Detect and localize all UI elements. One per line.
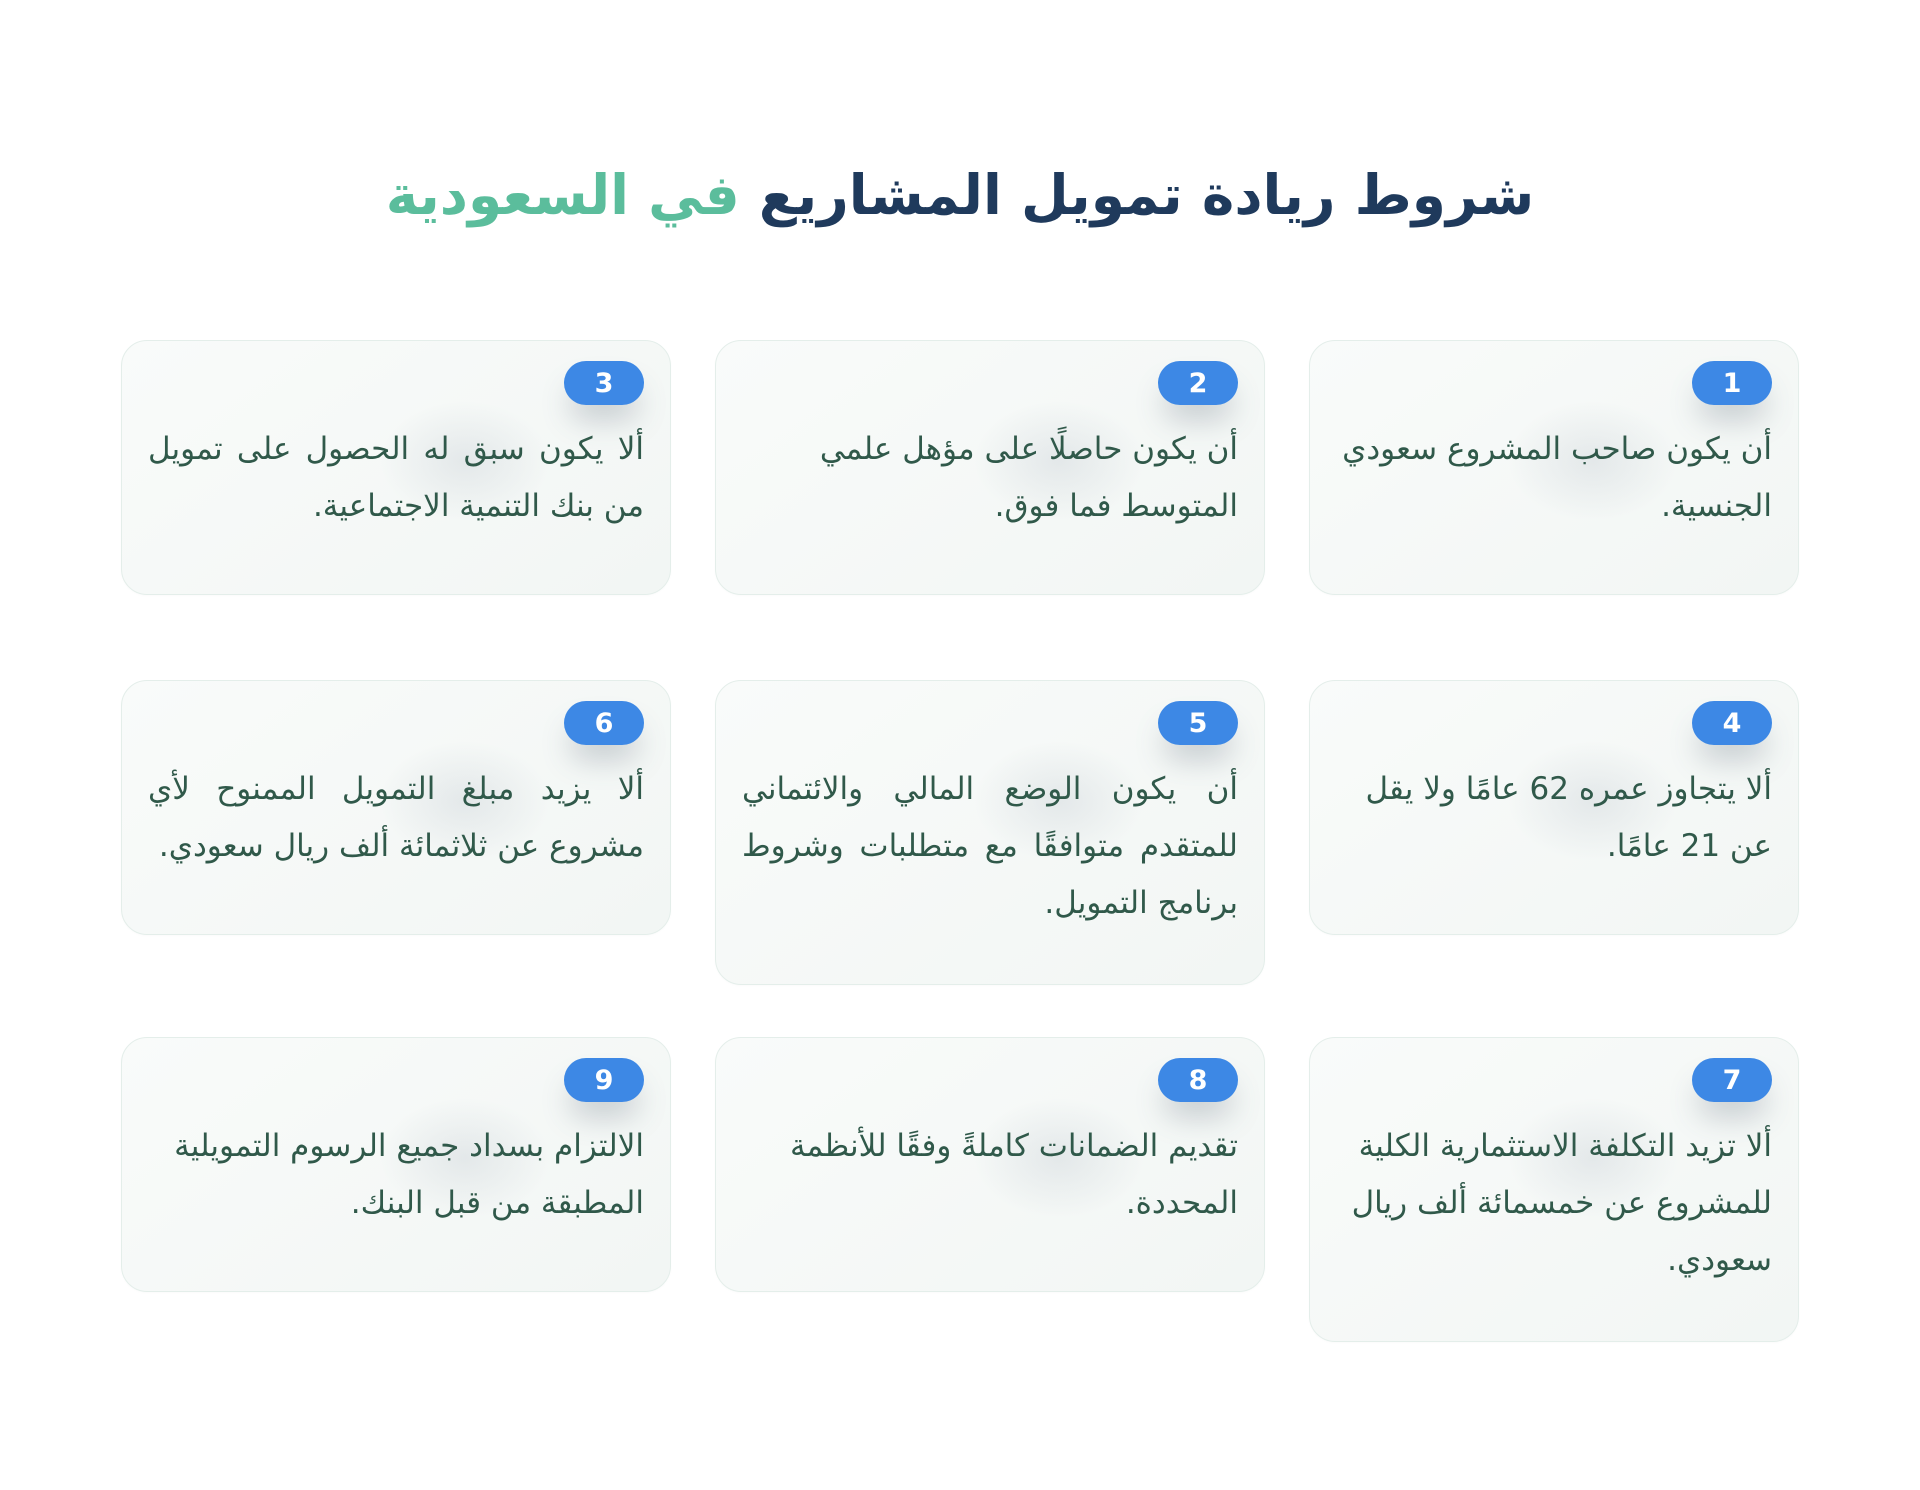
title-main: شروط ريادة تمويل المشاريع — [758, 163, 1535, 227]
requirement-card-6: 6 ألا يزيد مبلغ التمويل الممنوح لأي مشروع… — [121, 680, 671, 936]
requirement-card-7: 7 ألا تزيد التكلفة الاستثمارية الكلية للم… — [1309, 1037, 1799, 1343]
requirements-grid: 1 أن يكون صاحب المشروع سعودي الجنسية. 2 أن … — [121, 340, 1799, 1343]
requirement-card-2: 2 أن يكون حاصلًا على مؤهل علمي المتوسط فم… — [715, 340, 1265, 596]
requirement-text: أن يكون صاحب المشروع سعودي الجنسية. — [1342, 431, 1772, 525]
step-number-badge: 9 — [564, 1058, 644, 1103]
requirement-text: تقديم الضمانات كاملةً وفقًا للأنظمة المح… — [790, 1128, 1238, 1222]
requirement-card-9: 9 الالتزام بسداد جميع الرسوم التمويلية ال… — [121, 1037, 671, 1293]
requirement-card-4: 4 ألا يتجاوز عمره 62 عامًا ولا يقل عن 21 … — [1309, 680, 1799, 936]
step-number-badge: 3 — [564, 361, 644, 406]
requirement-card-3: 3 ألا يكون سبق له الحصول على تمويل من بنك… — [121, 340, 671, 596]
requirement-card-8: 8 تقديم الضمانات كاملةً وفقًا للأنظمة الم… — [715, 1037, 1265, 1293]
step-number-badge: 6 — [564, 701, 644, 746]
step-number-badge: 5 — [1158, 701, 1238, 746]
requirement-text: الالتزام بسداد جميع الرسوم التمويلية الم… — [174, 1128, 644, 1222]
step-number-badge: 8 — [1158, 1058, 1238, 1103]
requirements-row: 4 ألا يتجاوز عمره 62 عامًا ولا يقل عن 21 … — [121, 680, 1799, 986]
step-number-badge: 7 — [1692, 1058, 1772, 1103]
requirements-row: 1 أن يكون صاحب المشروع سعودي الجنسية. 2 أن … — [121, 340, 1799, 596]
requirement-card-5: 5 أن يكون الوضع المالي والائتماني للمتقدم… — [715, 680, 1265, 986]
step-number-badge: 1 — [1692, 361, 1772, 406]
page-title: شروط ريادة تمويل المشاريع في السعودية — [0, 158, 1920, 232]
requirement-text: ألا يتجاوز عمره 62 عامًا ولا يقل عن 21 ع… — [1365, 771, 1772, 865]
requirement-text: أن يكون حاصلًا على مؤهل علمي المتوسط فما… — [819, 431, 1238, 525]
requirement-text: ألا يزيد مبلغ التمويل الممنوح لأي مشروع … — [148, 771, 644, 865]
requirement-card-1: 1 أن يكون صاحب المشروع سعودي الجنسية. — [1309, 340, 1799, 596]
step-number-badge: 4 — [1692, 701, 1772, 746]
requirement-text: أن يكون الوضع المالي والائتماني للمتقدم … — [742, 771, 1238, 922]
requirements-row: 7 ألا تزيد التكلفة الاستثمارية الكلية للم… — [121, 1037, 1799, 1343]
title-highlight: في السعودية — [385, 163, 740, 227]
requirement-text: ألا يكون سبق له الحصول على تمويل من بنك … — [148, 431, 644, 525]
step-number-badge: 2 — [1158, 361, 1238, 406]
requirement-text: ألا تزيد التكلفة الاستثمارية الكلية للمش… — [1351, 1128, 1772, 1279]
